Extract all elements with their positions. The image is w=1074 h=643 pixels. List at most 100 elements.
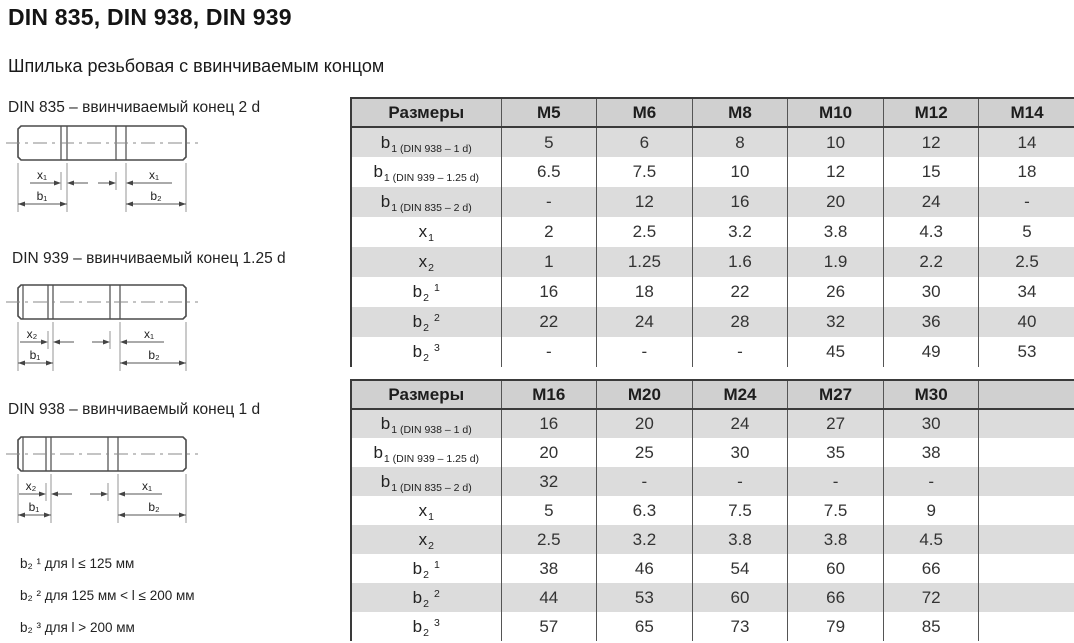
stud-drawing-din939: x₂ x₁ b₁ b₂	[4, 281, 344, 376]
table-cell: 45	[787, 337, 884, 367]
dim-label-b-right: b₂	[148, 500, 160, 514]
table-cell: 5	[500, 127, 597, 157]
table-cell: 53	[978, 337, 1074, 367]
page-subtitle: Шпилька резьбовая с ввинчиваемым концом	[8, 56, 385, 76]
footnote-b2-2: b₂ ² для 125 мм < l ≤ 200 мм	[20, 588, 195, 603]
table-cell: 1.9	[787, 247, 884, 277]
table-cell: 30	[882, 277, 979, 307]
table-cell: 60	[691, 583, 788, 612]
table-cell: -	[882, 467, 979, 496]
table-cell: 8	[691, 127, 788, 157]
table-cell: -	[978, 187, 1074, 217]
table-cell: 46	[596, 554, 693, 583]
table-cell: 57	[500, 612, 597, 641]
table-cell: 66	[882, 554, 979, 583]
row-label: b1 (DIN 939 – 1.25 d)	[350, 438, 501, 467]
table-cell: -	[691, 337, 788, 367]
table-cell: 3.2	[691, 217, 788, 247]
table-cell: 2.2	[882, 247, 979, 277]
column-header: M6	[596, 97, 693, 128]
table-cell: 2.5	[500, 525, 597, 554]
drawing-caption-din835: DIN 835 – ввинчиваемый конец 2 d	[8, 99, 261, 116]
table-cell: 16	[691, 187, 788, 217]
table-cell	[978, 554, 1074, 583]
column-header: M30	[882, 379, 979, 410]
dim-label-b-left: b₁	[29, 500, 40, 514]
table-cell: 3.8	[787, 217, 884, 247]
dim-label-x-left: x₁	[37, 168, 47, 182]
table-cell: 35	[787, 438, 884, 467]
table-row: b1 (DIN 938 – 1 d) 5 6 8 10 12 14	[350, 127, 1074, 157]
table-cell: 30	[691, 438, 788, 467]
table-cell: 1	[500, 247, 597, 277]
table-cell: 25	[596, 438, 693, 467]
table-row: x2 1 1.25 1.6 1.9 2.2 2.5	[350, 247, 1074, 277]
table-row: b22 44 53 60 66 72	[350, 583, 1074, 612]
table-cell: 4.3	[882, 217, 979, 247]
table-cell: 6.5	[500, 157, 597, 187]
table-cell: 12	[596, 187, 693, 217]
table-cell: 6.3	[596, 496, 693, 525]
row-label: b23	[350, 337, 501, 367]
row-label: b1 (DIN 835 – 2 d)	[350, 467, 501, 496]
row-header-title: Размеры	[350, 97, 501, 128]
table-cell: 66	[787, 583, 884, 612]
table-cell: 3.8	[691, 525, 788, 554]
row-label: b1 (DIN 939 – 1.25 d)	[350, 157, 501, 187]
column-header: M14	[978, 97, 1074, 128]
table-cell	[978, 583, 1074, 612]
table-cell	[978, 496, 1074, 525]
table-cell	[978, 438, 1074, 467]
table-row: b22 22 24 28 32 36 40	[350, 307, 1074, 337]
table-cell: 7.5	[787, 496, 884, 525]
table-cell: 60	[787, 554, 884, 583]
table-cell: 18	[978, 157, 1074, 187]
table-cell: 34	[978, 277, 1074, 307]
table-cell: 85	[882, 612, 979, 641]
table-cell: 24	[691, 409, 788, 438]
table-cell: 3.2	[596, 525, 693, 554]
page-title: DIN 835, DIN 938, DIN 939	[8, 4, 292, 30]
table-cell: 72	[882, 583, 979, 612]
table-cell: 16	[500, 409, 597, 438]
table-cell: -	[500, 187, 597, 217]
dim-label-x-right: x₁	[149, 168, 159, 182]
table-row: b23- - -45 49 53	[350, 337, 1074, 367]
row-label: x2	[350, 525, 501, 554]
table-cell: 73	[691, 612, 788, 641]
column-header: M24	[691, 379, 788, 410]
table-cell: 14	[978, 127, 1074, 157]
table-cell: 24	[882, 187, 979, 217]
table-cell: 5	[978, 217, 1074, 247]
table-cell: 9	[882, 496, 979, 525]
table-cell: 20	[596, 409, 693, 438]
row-label: b22	[350, 583, 501, 612]
table-cell: 49	[882, 337, 979, 367]
table-cell: 7.5	[596, 157, 693, 187]
technical-drawing-svg: x₂ x₁ b₁ b₂	[6, 436, 198, 523]
dim-label-x-right: x₁	[144, 327, 154, 341]
table-row: x1 2 2.5 3.2 3.8 4.3 5	[350, 217, 1074, 247]
table-cell: 3.8	[787, 525, 884, 554]
table-row: b1 (DIN 835 – 2 d) -12 16 20 24-	[350, 187, 1074, 217]
table-cell: 20	[787, 187, 884, 217]
dim-label-b-left: b₁	[37, 189, 48, 203]
column-header: M20	[596, 379, 693, 410]
column-header: M5	[500, 97, 597, 128]
table-row: b1 (DIN 939 – 1.25 d) 6.5 7.5 10 12 15 18	[350, 157, 1074, 187]
table-cell: 2	[500, 217, 597, 247]
row-label: b1 (DIN 835 – 2 d)	[350, 187, 501, 217]
drawing-caption-din938: DIN 938 – ввинчиваемый конец 1 d	[8, 401, 261, 418]
column-header: M16	[500, 379, 597, 410]
dim-label-x-right: x₁	[142, 479, 152, 493]
column-header	[978, 379, 1074, 410]
drawing-caption-din939: DIN 939 – ввинчиваемый конец 1.25 d	[12, 250, 286, 267]
table-row: b1 (DIN 835 – 2 d) 32- - - -	[350, 467, 1074, 496]
table-cell: 2.5	[978, 247, 1074, 277]
row-label: x1	[350, 217, 501, 247]
table-cell	[978, 612, 1074, 641]
footnote-b2-1: b₂ ¹ для l ≤ 125 мм	[20, 556, 135, 571]
table-cell: -	[787, 467, 884, 496]
table-cell: 79	[787, 612, 884, 641]
